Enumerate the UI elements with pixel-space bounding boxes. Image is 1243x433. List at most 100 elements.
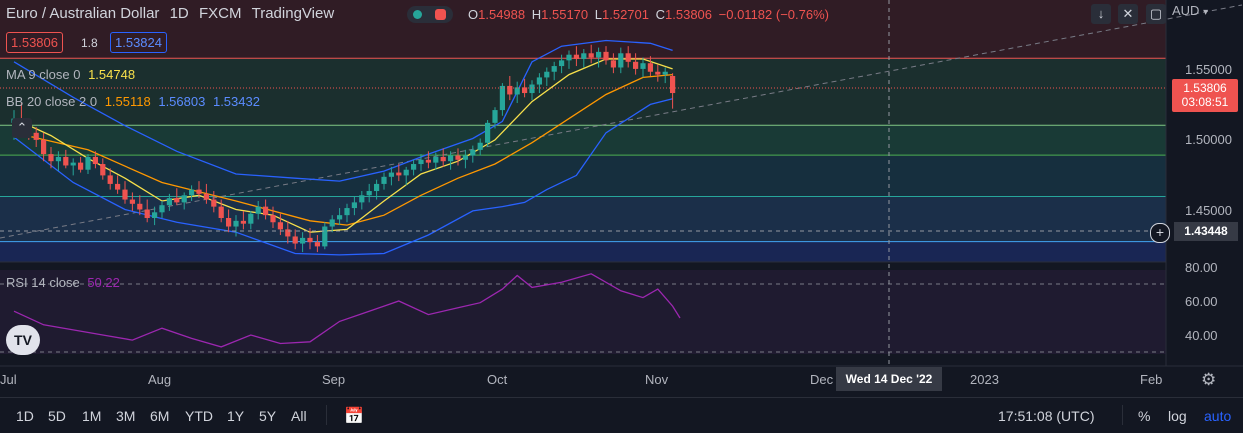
candle-body (137, 203, 143, 210)
log-toggle[interactable]: log (1168, 408, 1187, 424)
candle-body (63, 156, 69, 166)
timeframe-5y[interactable]: 5Y (259, 408, 277, 424)
arrow-down-icon[interactable]: ↓ (1091, 4, 1111, 24)
bb-legend[interactable]: BB 20 close 2 0 1.55118 1.56803 1.53432 (6, 94, 260, 109)
collapse-icon[interactable]: ✕ (1118, 4, 1138, 24)
candle (92, 151, 98, 169)
candle-body (670, 76, 676, 94)
rsi-legend[interactable]: RSI 14 close 50.22 (6, 275, 120, 290)
candle-body (522, 87, 528, 94)
candle-body (514, 87, 520, 95)
status-square-icon (435, 9, 446, 20)
fullscreen-icon[interactable]: ▢ (1146, 4, 1166, 24)
candle-body (633, 61, 639, 69)
crosshair-date-label: Wed 14 Dec '22 (836, 367, 942, 391)
clock[interactable]: 17:51:08 (UTC) (998, 408, 1095, 424)
candle (566, 50, 572, 69)
candle (388, 166, 394, 186)
bar-countdown: 03:08:51 (1181, 95, 1229, 109)
candle-body (55, 156, 61, 162)
candle (226, 209, 232, 233)
candle (292, 229, 298, 250)
candle-body (640, 63, 646, 69)
candle-body (115, 183, 121, 190)
candle-body (152, 212, 158, 218)
candle (366, 183, 372, 203)
candle (107, 168, 113, 190)
exchange-label: FXCM (198, 5, 242, 22)
auto-toggle[interactable]: auto (1204, 408, 1232, 424)
candle-body (455, 155, 461, 160)
gear-icon[interactable]: ⚙ (1201, 370, 1217, 389)
candle-body (403, 169, 409, 176)
ma-label: MA 9 close 0 (6, 67, 81, 82)
timeframe-1d[interactable]: 1D (16, 408, 34, 424)
candle (618, 47, 624, 74)
candle-body (351, 202, 357, 209)
candle-body (625, 53, 631, 62)
candle (455, 148, 461, 166)
candle (314, 235, 320, 253)
timeframe-all[interactable]: All (291, 408, 307, 424)
candle-body (492, 110, 498, 123)
candle-body (618, 53, 624, 68)
candle-body (33, 132, 39, 140)
candle-body (581, 53, 587, 59)
candle (403, 166, 409, 186)
currency-label[interactable]: AUD ▾ (1172, 3, 1208, 18)
candle-body (248, 213, 254, 224)
buy-button[interactable]: 1.53824 (110, 32, 167, 53)
candle-body (329, 219, 335, 227)
timeframe-ytd[interactable]: YTD (185, 408, 213, 424)
candle (329, 215, 335, 233)
candle-body (344, 208, 350, 216)
candle-body (181, 195, 187, 203)
rsi-value: 50.22 (87, 275, 120, 290)
candle-body (226, 218, 232, 227)
candle-body (270, 215, 276, 223)
candle (655, 64, 661, 82)
candle (115, 175, 121, 194)
fib-zone (0, 196, 1166, 242)
candle-body (588, 53, 594, 58)
candle-body (536, 77, 542, 85)
candle (248, 210, 254, 230)
candle-body (388, 172, 394, 177)
market-status-toggle[interactable] (407, 6, 453, 23)
candle-body (107, 175, 113, 184)
ma-legend[interactable]: MA 9 close 0 1.54748 (6, 67, 135, 82)
timeframe-1y[interactable]: 1Y (227, 408, 245, 424)
tradingview-logo[interactable]: TV (6, 325, 40, 355)
plus-circle-icon[interactable]: + (1150, 223, 1170, 243)
price-chart[interactable] (0, 0, 1243, 397)
chevron-up-icon[interactable]: ⌃ (12, 118, 32, 138)
compare-range-icon[interactable]: 📅 (344, 408, 364, 425)
sell-button[interactable]: 1.53806 (6, 32, 63, 53)
candle (425, 151, 431, 169)
timeframe-5d[interactable]: 5D (48, 408, 66, 424)
high-label: H (531, 7, 542, 22)
candle (485, 120, 491, 147)
bottom-toolbar: 1D 5D 1M 3M 6M YTD 1Y 5Y All 📅 17:51:08 … (0, 397, 1243, 433)
percent-toggle[interactable]: % (1138, 408, 1151, 424)
candle-body (300, 237, 306, 244)
candle (100, 158, 106, 180)
candle (610, 53, 616, 74)
candle-body (307, 237, 313, 243)
timeframe-1m[interactable]: 1M (82, 408, 102, 424)
candle-body (418, 159, 424, 165)
candle (122, 181, 128, 204)
bb-lower-line (13, 98, 673, 256)
candle (418, 154, 424, 172)
candle (233, 215, 239, 237)
symbol-legend[interactable]: Euro / Australian Dollar 1D FXCM Trading… (6, 5, 334, 22)
ma-value: 1.54748 (88, 67, 136, 82)
timeframe-3m[interactable]: 3M (116, 408, 136, 424)
candle (41, 132, 47, 162)
candle-body (559, 60, 565, 67)
candle-body (41, 139, 47, 155)
ohlc-legend: O1.54988 H1.55170 L1.52701 C1.53806 −0.0… (468, 7, 829, 22)
candle-body (411, 164, 417, 170)
candle (588, 44, 594, 64)
timeframe-6m[interactable]: 6M (150, 408, 170, 424)
